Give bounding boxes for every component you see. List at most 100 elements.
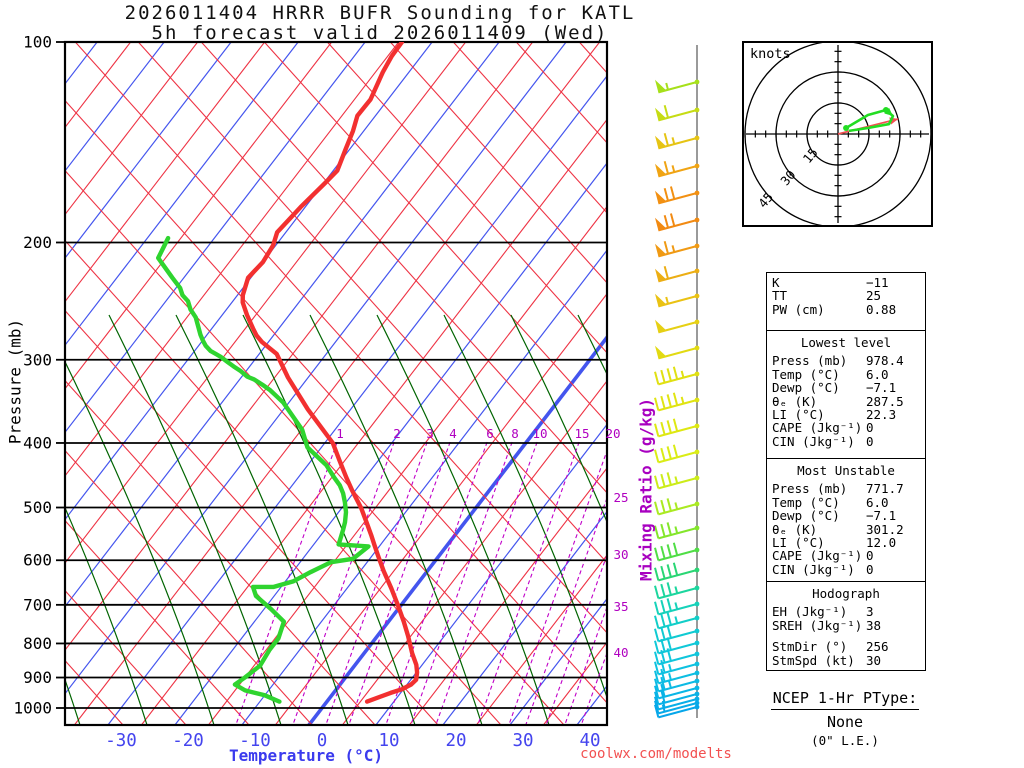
stat-value: 30 — [866, 652, 882, 668]
stat-value: −7.1 — [866, 508, 897, 524]
wind-barb — [654, 648, 700, 666]
wind-barb — [654, 700, 700, 715]
wind-barb — [654, 659, 700, 676]
svg-text:2: 2 — [393, 426, 401, 441]
wind-barb — [654, 612, 700, 630]
stat-value: 22.3 — [866, 406, 897, 422]
page-title: 2026011404 HRRR BUFR Sounding for KATL — [124, 2, 636, 24]
ptype-block: NCEP 1-Hr PType: None (0" L.E.) — [748, 688, 942, 748]
stat-row: LI (°C) 22.3 — [767, 406, 925, 422]
mixing-ratio-axis-title: Mixing Ratio (g/kg) — [636, 397, 656, 582]
stat-value: 25 — [866, 288, 882, 304]
stat-label: PW (cm) — [772, 301, 825, 317]
svg-text:10: 10 — [532, 426, 547, 441]
stat-label: K — [772, 275, 780, 290]
wind-barb — [654, 319, 700, 334]
svg-text:300: 300 — [23, 350, 52, 369]
svg-text:25: 25 — [613, 490, 628, 505]
stat-label: CIN (Jkg⁻¹) — [772, 561, 855, 577]
watermark-link[interactable]: coolwx.com/modelts — [580, 746, 732, 762]
stat-value: 38 — [866, 617, 882, 633]
stat-label: EH (Jkg⁻¹) — [772, 604, 848, 620]
svg-text:35: 35 — [613, 599, 628, 614]
wind-barb — [654, 625, 700, 643]
ptype-liquid-equivalent: (0" L.E.) — [811, 733, 879, 748]
plot-frame — [63, 40, 609, 727]
svg-text:-10: -10 — [239, 731, 271, 751]
svg-text:15: 15 — [574, 426, 589, 441]
stat-label: CIN (Jkg⁻¹) — [772, 433, 855, 449]
stat-label: CAPE (Jkg⁻¹) — [772, 420, 863, 436]
wind-barb — [654, 444, 700, 464]
svg-text:40: 40 — [613, 645, 628, 660]
section-title: Hodograph — [812, 586, 880, 601]
stat-label: Temp (°C) — [772, 366, 840, 382]
svg-text:10: 10 — [378, 731, 399, 751]
wind-barb — [654, 213, 700, 232]
svg-text:8: 8 — [511, 426, 519, 441]
stat-row: Press (mb) 978.4 — [767, 353, 925, 369]
wind-barb — [654, 104, 700, 122]
stats-section-most-unstable: Most Unstable Press (mb) 771.7 Temp (°C) 6.… — [767, 458, 925, 581]
wind-barb — [654, 696, 700, 711]
wind-barb — [654, 582, 700, 600]
stat-value: 0 — [866, 433, 874, 449]
stat-row: CIN (Jkg⁻¹) 0 — [767, 433, 925, 449]
pressure-gridlines — [56, 41, 607, 709]
wind-barb-column — [654, 45, 700, 719]
stat-row: CIN (Jkg⁻¹) 0 — [767, 561, 925, 577]
ptype-title: NCEP 1-Hr PType: — [770, 689, 920, 710]
svg-text:800: 800 — [23, 634, 52, 653]
hodograph-units-label: knots — [750, 46, 791, 62]
stat-label: StmSpd (kt) — [772, 652, 855, 668]
stat-value: 0.88 — [866, 301, 897, 317]
stat-value: 771.7 — [866, 481, 904, 497]
stat-value: 0 — [866, 420, 874, 436]
wind-barb — [654, 345, 700, 360]
svg-text:40: 40 — [579, 731, 600, 751]
stat-label: Dewp (°C) — [772, 508, 840, 524]
wind-barb — [654, 240, 700, 258]
stat-row: SREH (Jkg⁻¹) 38 — [767, 617, 925, 633]
stats-section-hodograph: Hodograph EH (Jkg⁻¹) 3 SREH (Jkg⁻¹) 38 StmDi… — [767, 581, 925, 667]
y-axis-title: Pressure (mb) — [5, 318, 25, 445]
stat-row: StmSpd (kt) 30 — [767, 652, 925, 668]
stat-label: θₑ (K) — [772, 393, 818, 409]
svg-text:1000: 1000 — [13, 699, 52, 718]
svg-text:4: 4 — [449, 426, 457, 441]
wind-barb — [654, 598, 700, 616]
wind-barb — [654, 472, 700, 490]
stat-value: 0 — [866, 548, 874, 564]
svg-text:400: 400 — [23, 433, 52, 452]
temperature-curve — [240, 42, 420, 704]
stat-value: 256 — [866, 639, 889, 655]
svg-text:100: 100 — [23, 33, 52, 52]
svg-text:-20: -20 — [172, 731, 204, 751]
stat-row: Temp (°C) 6.0 — [767, 495, 925, 509]
svg-text:45: 45 — [755, 189, 776, 210]
wind-barb — [654, 79, 700, 94]
stat-row: PW (cm) 0.88 — [767, 301, 925, 317]
stat-row: CAPE (Jkg⁻¹) 0 — [767, 548, 925, 564]
sounding-curves — [156, 42, 420, 704]
stat-label: Press (mb) — [772, 353, 848, 369]
stats-section-lowest-level: Lowest level Press (mb) 978.4 Temp (°C) 6.0… — [767, 330, 925, 458]
wind-barb — [654, 392, 700, 412]
stats-section-indices: K −11 TT 25 PW (cm) 0.88 — [767, 273, 925, 330]
section-title: Most Unstable — [797, 463, 895, 478]
stat-value: 978.4 — [866, 353, 904, 369]
page-subtitle: 5h forecast valid 2026011409 (Wed) — [151, 22, 609, 44]
stat-value: −7.1 — [866, 380, 897, 396]
stat-value: 0 — [866, 561, 874, 577]
svg-text:900: 900 — [23, 668, 52, 687]
svg-text:200: 200 — [23, 233, 52, 252]
wind-barb — [654, 132, 700, 150]
svg-text:20: 20 — [445, 731, 466, 751]
stat-label: LI (°C) — [772, 534, 825, 550]
wind-barb — [654, 562, 700, 582]
stat-value: 6.0 — [866, 366, 889, 382]
wind-barb — [654, 676, 700, 693]
